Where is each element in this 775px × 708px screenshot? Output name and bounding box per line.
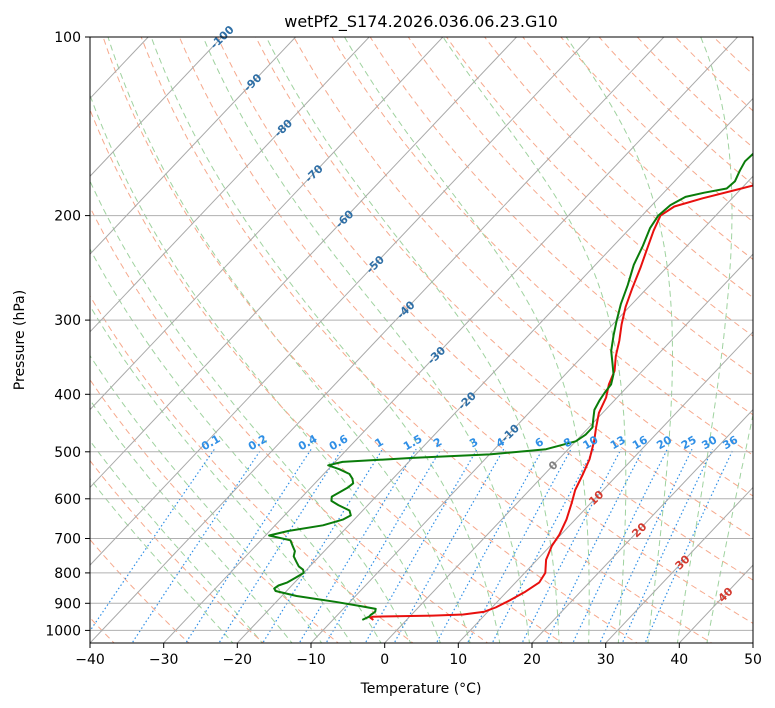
x-tick-label: 40 — [670, 652, 688, 668]
mixing-ratio-line — [185, 448, 312, 643]
y-tick-label: 200 — [54, 209, 81, 225]
y-tick-label: 600 — [54, 492, 81, 508]
y-tick-label: 1000 — [45, 623, 81, 639]
x-axis-ticks: −40 −30 −20 −10 0 10 20 30 40 50 — [75, 643, 762, 668]
y-tick-label: 700 — [54, 532, 81, 548]
isotherm-line — [383, 253, 753, 643]
y-axis-ticks: 1000 900 800 700 600 500 400 300 200 100 — [45, 30, 90, 639]
y-tick-label: 900 — [54, 596, 81, 612]
isotherm-line — [90, 37, 223, 177]
mixing-ratio-line — [218, 448, 343, 643]
dry-adiabat-line — [369, 37, 753, 416]
mixing-ratio-line — [521, 448, 622, 643]
y-tick-label: 800 — [54, 566, 81, 582]
mixing-ratio-line — [435, 448, 544, 643]
dry-adiabat-line — [140, 37, 713, 643]
isotherm-line — [90, 37, 370, 333]
x-tick-label: −30 — [149, 652, 179, 668]
chart-title: wetPf2_S174.2026.036.06.23.G10 — [284, 12, 558, 32]
x-tick-label: −20 — [223, 652, 253, 668]
y-tick-label: 100 — [54, 30, 81, 46]
isotherm-line — [90, 37, 665, 643]
y-tick-label: 400 — [54, 387, 81, 403]
dry-adiabat-line — [255, 37, 753, 539]
isotherm-line — [90, 37, 518, 489]
isotherm-line — [604, 486, 753, 643]
mixing-ratio-lines — [90, 448, 734, 643]
plot-frame — [89, 36, 754, 644]
dewpoint-profile-line — [268, 152, 753, 621]
isotherm-line — [236, 97, 753, 643]
moist-adiabat-line — [90, 180, 412, 643]
x-tick-label: −40 — [75, 652, 105, 668]
x-tick-label: 30 — [597, 652, 615, 668]
mixing-ratio-line — [131, 448, 262, 643]
dry-adiabat-line — [102, 37, 638, 643]
mixing-ratio-line — [545, 448, 644, 643]
mixing-ratio-line — [298, 448, 417, 643]
isotherm-line — [90, 37, 444, 411]
isotherm-line — [310, 175, 753, 643]
mixing-ratio-line — [262, 448, 384, 643]
mixing-ratio-line — [325, 448, 442, 643]
profile-series — [268, 152, 753, 621]
dry-adiabat-line — [293, 37, 753, 497]
x-tick-label: 10 — [449, 652, 467, 668]
isotherm-line — [531, 408, 753, 643]
x-axis-label: Temperature (°C) — [360, 681, 482, 697]
dry-adiabat-line — [216, 37, 753, 581]
moist-adiabat-line — [90, 247, 382, 643]
isotherm-line — [90, 37, 297, 255]
mixing-ratio-line — [90, 448, 215, 632]
mixing-ratio-line — [572, 448, 668, 643]
y-axis-label: Pressure (hPa) — [12, 290, 28, 390]
plot-area — [90, 37, 753, 643]
isotherm-line — [162, 37, 739, 643]
dry-adiabat-line — [331, 37, 753, 456]
y-tick-label: 300 — [54, 313, 81, 329]
isotherms — [90, 37, 753, 643]
x-tick-label: 0 — [380, 652, 389, 668]
x-tick-label: 50 — [744, 652, 762, 668]
x-tick-label: −10 — [296, 652, 326, 668]
x-tick-label: 20 — [523, 652, 541, 668]
y-tick-label: 500 — [54, 445, 81, 461]
isotherm-line — [90, 37, 591, 566]
